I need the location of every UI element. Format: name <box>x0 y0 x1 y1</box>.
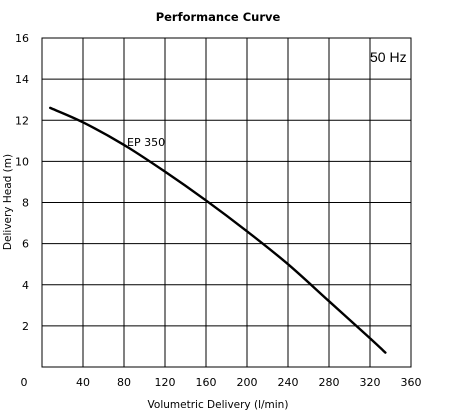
x-tick-label: 200 <box>237 376 258 389</box>
y-axis-label: Delivery Head (m) <box>2 154 14 250</box>
grid <box>42 38 411 367</box>
x-tick-label: 320 <box>360 376 381 389</box>
origin-tick-label: 0 <box>21 376 28 389</box>
x-tick-labels: 40 80 120 160 200 240 280 320 360 <box>76 376 422 389</box>
x-tick-label: 240 <box>278 376 299 389</box>
plot-frame <box>41 37 412 368</box>
x-tick-label: 80 <box>117 376 131 389</box>
series-label-ep-350: EP 350 <box>127 136 165 149</box>
x-tick-label: 160 <box>196 376 217 389</box>
x-axis-label: Volumetric Delivery (l/min) <box>148 399 289 411</box>
y-tick-label: 4 <box>22 279 29 292</box>
series-layer <box>49 106 387 354</box>
y-tick-label: 6 <box>22 238 29 251</box>
x-tick-label: 40 <box>76 376 90 389</box>
series-line-ep-350 <box>49 106 387 354</box>
y-tick-label: 14 <box>15 73 29 86</box>
y-tick-labels: 2 4 6 8 10 12 14 16 <box>15 32 29 333</box>
x-tick-label: 120 <box>155 376 176 389</box>
y-tick-label: 2 <box>22 320 29 333</box>
frequency-annotation: 50 Hz <box>370 49 407 65</box>
y-tick-label: 8 <box>22 197 29 210</box>
y-tick-label: 16 <box>15 32 29 45</box>
x-tick-label: 280 <box>319 376 340 389</box>
x-tick-label: 360 <box>401 376 422 389</box>
y-tick-label: 12 <box>15 114 29 127</box>
y-tick-label: 10 <box>15 155 29 168</box>
chart-title: Performance Curve <box>156 10 281 24</box>
